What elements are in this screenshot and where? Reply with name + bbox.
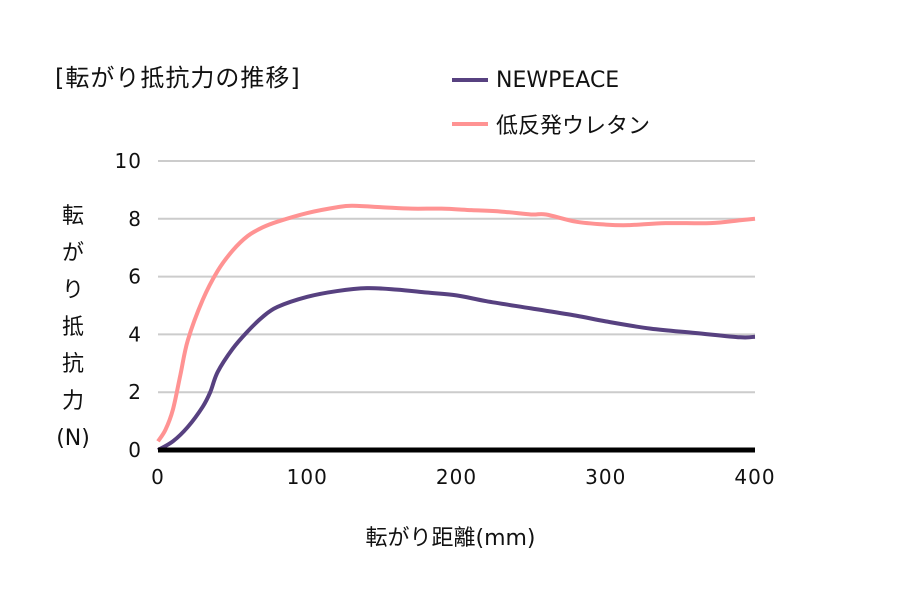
y-label-char: り: [61, 278, 84, 303]
legend-swatch: [452, 122, 488, 126]
legend-label: 低反発ウレタン: [496, 114, 651, 139]
y-tick-label: 10: [115, 149, 142, 173]
x-tick-label: 100: [287, 465, 328, 489]
y-axis-label: 転 が り 抵 抗 力 (N): [48, 198, 98, 457]
x-tick-label: 0: [151, 465, 165, 489]
x-axis-label: 転がり距離(mm): [365, 526, 536, 551]
x-tick-label: 300: [585, 465, 626, 489]
y-label-char: 抗: [61, 352, 84, 377]
series-line-urethane: [156, 203, 756, 443]
legend-item-newpeace: NEWPEACE: [452, 58, 650, 102]
y-tick-label: 8: [128, 207, 142, 231]
y-tick-label: 0: [128, 438, 142, 462]
legend: NEWPEACE 低反発ウレタン: [452, 58, 650, 146]
y-tick-label: 2: [128, 380, 142, 404]
series-line-newpeace: [156, 286, 756, 452]
y-tick-label: 6: [128, 265, 142, 289]
y-label-char: が: [61, 241, 84, 266]
y-label-char: 力: [61, 389, 84, 414]
y-label-char: 転: [61, 204, 84, 229]
legend-swatch: [452, 78, 488, 82]
x-tick-label: 400: [734, 465, 775, 489]
y-label-char: (N): [56, 426, 90, 451]
x-tick-label: 200: [436, 465, 477, 489]
legend-label: NEWPEACE: [496, 67, 620, 93]
y-label-char: 抵: [61, 315, 84, 340]
legend-item-urethane: 低反発ウレタン: [452, 102, 650, 146]
y-tick-label: 4: [128, 322, 142, 346]
chart-title: [転がり抵抗力の推移]: [55, 64, 301, 92]
